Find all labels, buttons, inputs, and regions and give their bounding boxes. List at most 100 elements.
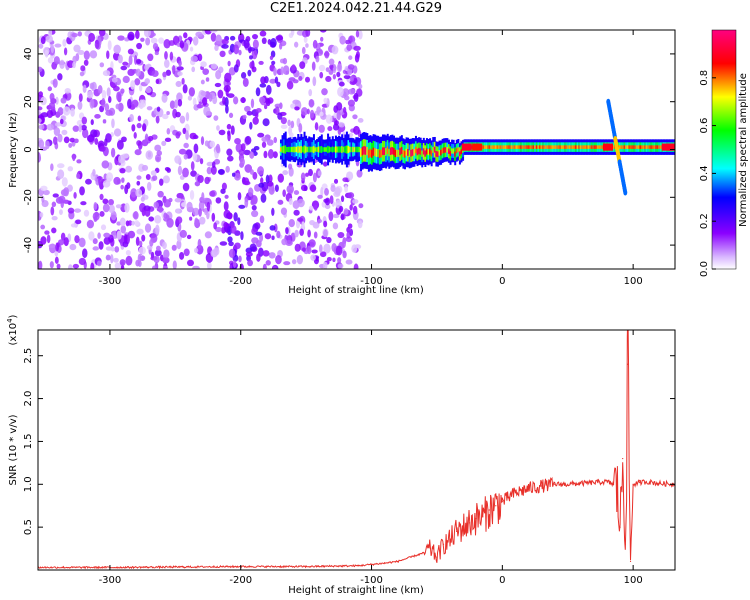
spectrogram-cell [546,145,549,149]
snr-point [580,482,582,485]
snr-point [540,485,543,487]
spectrogram-cell [67,207,75,214]
spectrogram-cell [75,219,82,225]
spectrogram-cells [38,30,675,269]
spectrogram-cell [78,93,83,102]
spectrogram-cell [293,209,300,216]
spectrogram-cell [327,145,330,154]
spectrogram-cell [265,98,271,107]
spectrogram-cell [47,86,53,92]
spectrogram-cell [642,145,645,149]
spectrogram-cell [504,145,507,149]
colorbar-tick-label: 0.8 [699,70,710,86]
spectrogram-cell [46,109,54,119]
snr-point [514,492,517,494]
spectrogram-cell [322,161,328,167]
spectrogram-cell [57,169,65,180]
spectrogram-cell [659,145,662,149]
spectrogram-cell [67,264,73,269]
spectrogram-cell [645,145,648,149]
spectrogram-cell [329,64,334,70]
spectrogram-cell [292,99,300,105]
spectrogram-cell [94,137,99,145]
spectrogram-cell [79,71,85,77]
spectrogram-cell [293,190,300,195]
spectrogram-cell [110,246,115,252]
spectrogram-cell [338,205,344,213]
spectrogram-cell [234,172,241,181]
spectrogram-cell [83,59,89,66]
spectrogram-cell [45,140,50,150]
spectrogram-cell [352,114,358,120]
spectrogram-cell [115,103,120,110]
spectrogram-cell [647,145,650,149]
spectrogram-cell [99,211,105,217]
spectrogram-cell [59,118,64,125]
spectrogram-cell [93,202,98,210]
snr-point [612,483,615,485]
spectrogram-cell [77,101,83,110]
snr-point [527,487,530,490]
spectrogram-cell [312,76,317,87]
spectrogram-cell [182,127,187,135]
spectrogram-cell [179,252,185,260]
spectrogram-cell [446,147,449,153]
spectrogram-cell [345,259,353,265]
x-tick-label: -300 [99,276,122,287]
spectrogram-cell [289,132,294,138]
spectrogram-cell [321,88,328,96]
spectrogram-cell [227,236,233,243]
spectrogram-cell [334,146,337,153]
spectrogram-cell [99,145,106,152]
spectrogram-cell [186,259,195,267]
spectrogram-cell [308,205,314,211]
spectrogram-cell [219,50,226,58]
spectrogram-cell [130,80,136,90]
spectrogram-cell [294,243,301,252]
spectrogram-cell [182,84,188,94]
spectrogram-cell [67,166,74,172]
spectrogram-cell [319,146,322,153]
spectrogram-cell [265,260,271,266]
spectrogram-cell [186,234,192,240]
spectrogram-cell [538,145,541,149]
x-tick-label: 0 [499,575,505,586]
spectrogram-cell [564,145,567,149]
spectrogram-cell [217,169,225,175]
snr-point [645,481,647,483]
spectrogram-cell [332,63,337,74]
spectrogram-cell [116,139,124,150]
spectrogram-cell [427,149,430,156]
spectrogram-cell [161,140,167,147]
spectrogram-cell [54,256,59,264]
snr-point [501,500,503,503]
spectrogram-cell [127,230,136,239]
spectrogram-cell [54,43,62,48]
spectrogram-cell [498,145,501,149]
spectrogram-cell [97,232,101,239]
spectrogram-cell [282,170,289,176]
spectrogram-cell [38,66,43,73]
spectrogram-cell [64,88,71,94]
spectrogram-cell [281,146,284,153]
spectrogram-cell [311,61,316,71]
spectrogram-cell [82,248,88,259]
y-tick-label: 1.5 [23,433,34,449]
spectrogram-cell [102,180,111,188]
colorbar-ticks: 0.0 0.2 0.4 0.6 0.8 [699,70,716,277]
spectrogram-cell [263,150,268,159]
spectrogram-cell [59,59,65,70]
spectrogram-cell [524,145,527,149]
spectrogram-cell [244,105,251,112]
spectrogram-cell [106,172,114,182]
spectrogram-cell [324,197,331,206]
spectrogram-cell [243,180,251,186]
spectrogram-cell [309,146,312,153]
spectrogram-cell [256,240,262,248]
spectrogram-cell [501,145,504,149]
spectrogram-cell [106,87,111,97]
spectrogram-cell [227,60,231,67]
spectrogram-cell [57,107,64,116]
spectrogram-cell [364,146,367,155]
spectrogram-cell [324,188,329,196]
